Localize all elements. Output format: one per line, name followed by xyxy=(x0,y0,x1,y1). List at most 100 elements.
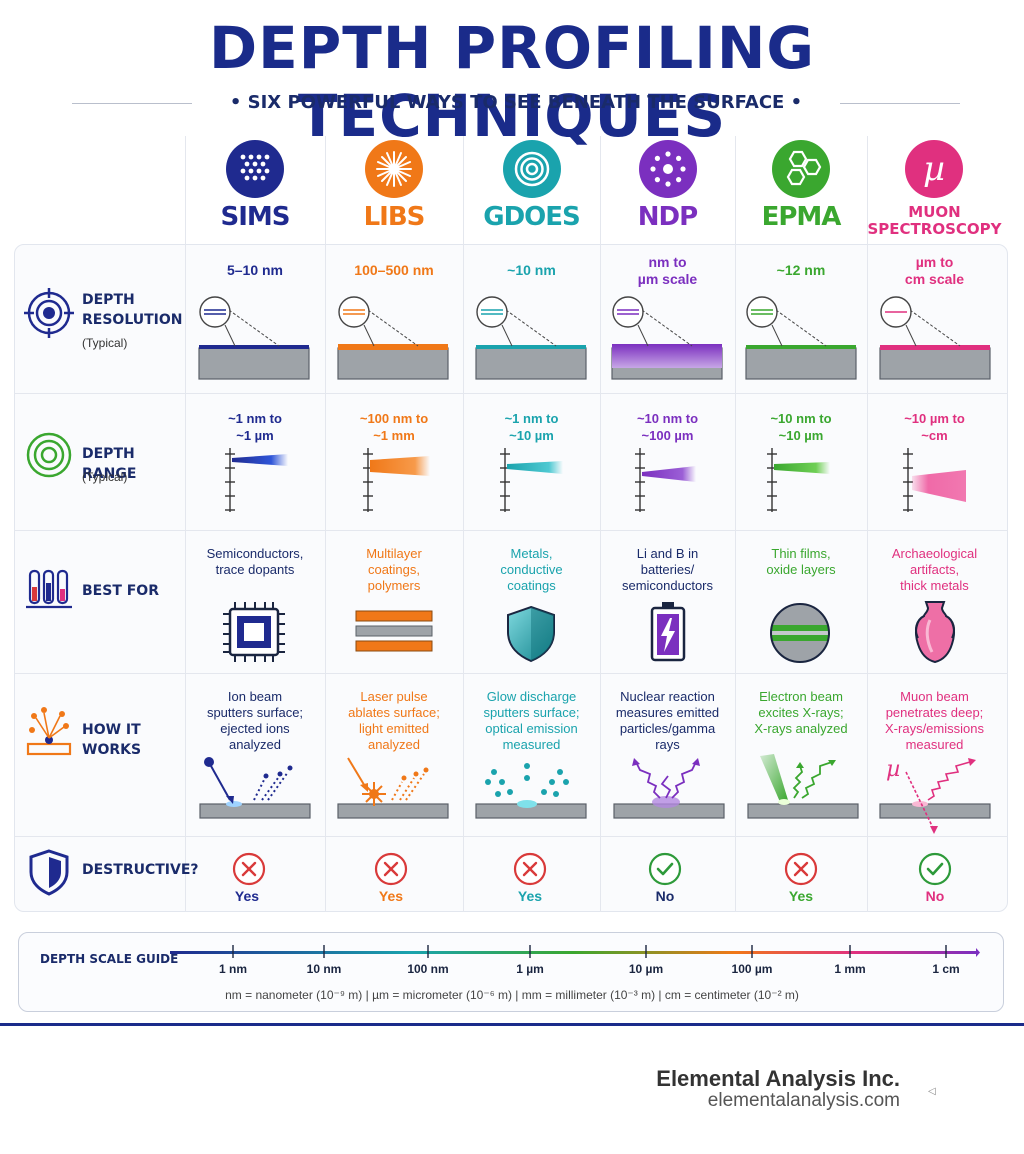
page-subtitle: • SIX POWERFUL WAYS TO SEE BENEATH THE S… xyxy=(229,92,803,113)
libs-process-diagram xyxy=(337,757,449,819)
subtitle-rule-right xyxy=(840,103,960,104)
range-diagram-muon xyxy=(903,448,966,512)
conductive-shield-icon xyxy=(507,605,555,663)
destructive-value: Yes xyxy=(378,888,404,904)
how-it-works-text: Electron beam excites X-rays; X-rays analy… xyxy=(754,689,848,736)
destructive-x-icon xyxy=(513,852,547,886)
range-diagram-sims xyxy=(225,448,288,512)
best-for-text: Thin films, oxide layers xyxy=(766,546,836,577)
resolution-value: 5–10 nm xyxy=(226,262,284,278)
range-value: ~1 nm to ~1 µm xyxy=(228,411,282,443)
destructive-x-icon xyxy=(784,852,818,886)
range-value: ~100 nm to ~1 mm xyxy=(359,411,429,443)
row-label-depth-range: DEPTH RANGE (Typical) xyxy=(20,430,185,500)
mu-icon: µ xyxy=(905,140,963,198)
how-it-works-text: Laser pulse ablates surface; light emitted… xyxy=(348,689,440,752)
destructive-x-icon xyxy=(232,852,266,886)
technique-name: NDP xyxy=(637,202,698,232)
column-divider xyxy=(735,136,736,912)
vase-icon xyxy=(915,601,955,664)
technique-name: SIMS xyxy=(220,202,291,232)
depth-scale-bar xyxy=(170,945,980,958)
shield-icon xyxy=(24,848,74,898)
scale-tick-label: 10 µm xyxy=(628,962,664,976)
technique-name: EPMA xyxy=(761,202,842,232)
technique-name: LIBS xyxy=(363,202,426,232)
row-divider xyxy=(14,673,1008,674)
row-label-destructive: DESTRUCTIVE? xyxy=(20,848,199,898)
layers-icon xyxy=(355,610,433,652)
company-name: Elemental Analysis Inc. xyxy=(656,1066,900,1091)
destructive-value: No xyxy=(655,888,675,904)
depth-scale-guide xyxy=(18,932,1004,1012)
column-divider xyxy=(600,136,601,912)
resolution-diagram-muon xyxy=(879,296,991,380)
how-it-works-text: Nuclear reaction measures emitted particle… xyxy=(615,689,720,752)
svg-text:µ: µ xyxy=(886,757,900,782)
technique-header-gdoes: GDOES xyxy=(463,136,600,244)
footer-divider xyxy=(0,1023,1024,1026)
ion-beam-icon xyxy=(24,704,74,756)
scale-tick-label: 1 cm xyxy=(932,962,960,976)
technique-name: GDOES xyxy=(483,202,581,232)
check-icon xyxy=(918,852,952,886)
range-value: ~1 nm to ~10 µm xyxy=(504,411,559,443)
best-for-text: Li and B in batteries/semiconductors xyxy=(621,546,714,593)
scale-tick-label: 100 µm xyxy=(731,962,773,976)
scale-tick-label: 1 nm xyxy=(218,962,247,976)
column-divider xyxy=(185,136,186,912)
test-tubes-icon xyxy=(24,567,74,617)
resolution-diagram-gdoes xyxy=(475,296,587,380)
epma-process-diagram xyxy=(747,754,859,819)
sims-process-diagram xyxy=(199,757,311,819)
how-it-works-text: Glow discharge sputters surface; optical e… xyxy=(483,689,580,752)
technique-header-ndp: NDP xyxy=(600,136,735,244)
resolution-value: 100–500 nm xyxy=(354,262,434,278)
technique-name: MUON SPECTROSCOPY xyxy=(867,203,1002,238)
resolution-diagram-ndp xyxy=(611,296,723,380)
how-it-works-text: Ion beam sputters surface; ejected ions ana… xyxy=(206,689,304,752)
rings-icon xyxy=(24,430,74,480)
destructive-value: Yes xyxy=(788,888,814,904)
technique-header-sims: SIMS xyxy=(185,136,325,244)
range-diagram-ndp xyxy=(635,448,696,512)
subtitle-rule-left xyxy=(72,103,192,104)
scale-tick-label: 1 mm xyxy=(834,962,866,976)
play-marker-icon: ◁ xyxy=(928,1086,936,1097)
page-title: DEPTH PROFILING TECHNIQUES xyxy=(209,14,815,150)
best-for-text: Multilayer coatings, polymers xyxy=(366,546,422,593)
row-divider xyxy=(14,836,1008,837)
battery-icon xyxy=(650,602,686,662)
row-label-best-for: BEST FOR xyxy=(20,565,185,625)
crosshair-icon xyxy=(24,288,74,338)
unit-legend: nm = nanometer (10⁻⁹ m) | µm = micromete… xyxy=(225,988,799,1002)
range-diagram-gdoes xyxy=(500,448,563,512)
resolution-value: ~10 nm xyxy=(507,262,556,278)
resolution-value: µm to cm scale xyxy=(904,254,965,287)
best-for-text: Metals, conductive coatings xyxy=(500,546,563,593)
best-for-text: Archaeological artifacts, thick metals xyxy=(891,546,978,593)
destructive-x-icon xyxy=(374,852,408,886)
range-diagram-epma xyxy=(767,448,830,512)
range-value: ~10 nm to ~100 µm xyxy=(636,411,699,443)
scale-tick-label: 100 nm xyxy=(407,962,449,976)
muon-process-diagram: µ xyxy=(879,757,991,834)
subtitle-bar: • SIX POWERFUL WAYS TO SEE BENEATH THE S… xyxy=(72,92,960,116)
destructive-value: No xyxy=(925,888,945,904)
cross-section-icon xyxy=(770,603,830,663)
resolution-diagram-sims xyxy=(198,296,310,380)
company-website[interactable]: elementalanalysis.com xyxy=(707,1090,900,1111)
resolution-value: nm to µm scale xyxy=(637,254,698,287)
atom-ring-icon xyxy=(639,140,697,198)
row-label-depth-resolution: DEPTH RESOLUTION (Typical) xyxy=(20,280,185,380)
resolution-value: ~12 nm xyxy=(776,262,826,278)
hexagon-cluster-icon xyxy=(772,140,830,198)
row-divider xyxy=(14,393,1008,394)
concentric-rings-icon xyxy=(503,140,561,198)
how-it-works-text: Muon beam penetrates deep; X-rays/emission… xyxy=(885,689,984,752)
technique-header-muon: µ MUON SPECTROSCOPY xyxy=(867,136,1002,244)
ndp-process-diagram xyxy=(613,758,725,819)
range-diagram-libs xyxy=(363,448,430,512)
starburst-icon xyxy=(365,140,423,198)
row-label-how-it-works: HOW IT WORKS xyxy=(20,704,185,764)
